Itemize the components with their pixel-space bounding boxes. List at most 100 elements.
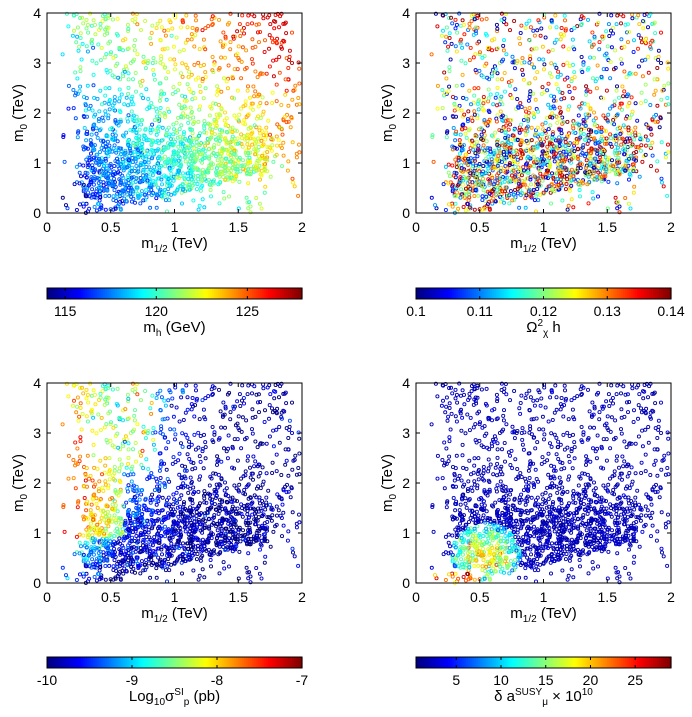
data-point (206, 121, 211, 126)
data-point (532, 33, 537, 38)
data-point (149, 142, 154, 147)
data-point (202, 173, 207, 178)
data-point (584, 158, 589, 163)
data-point (176, 115, 181, 120)
colorbar-segment (138, 288, 142, 299)
data-point (71, 87, 76, 92)
data-point (75, 76, 80, 81)
data-point (219, 107, 224, 112)
colorbar-segment (152, 288, 156, 299)
data-point (196, 75, 201, 80)
data-point (563, 140, 568, 145)
data-point (499, 165, 504, 170)
data-point (176, 458, 181, 463)
colorbar-segment (66, 288, 70, 299)
data-point (527, 105, 532, 110)
data-point (222, 480, 227, 485)
colorbar-segment (172, 288, 176, 299)
data-point (218, 154, 223, 159)
data-point (159, 150, 164, 155)
data-point (286, 436, 291, 441)
data-point (472, 207, 477, 212)
data-point (495, 77, 500, 82)
data-point (97, 520, 102, 525)
data-point (178, 174, 183, 179)
data-point (142, 168, 147, 173)
data-point (236, 414, 241, 419)
data-point (252, 14, 257, 19)
data-point (286, 159, 291, 164)
data-point (171, 502, 176, 507)
data-point (535, 28, 540, 33)
data-point (277, 55, 282, 60)
data-point (118, 180, 123, 185)
data-point (557, 116, 562, 121)
data-point (477, 68, 482, 73)
data-point (535, 186, 540, 191)
data-point (463, 61, 468, 66)
colorbar-segment (98, 288, 102, 299)
data-point (175, 152, 180, 157)
data-point (555, 184, 560, 189)
data-point (189, 181, 194, 186)
data-point (492, 148, 497, 153)
data-point (659, 97, 664, 102)
data-point (178, 71, 183, 76)
data-point (158, 38, 163, 43)
colorbar-segment (288, 288, 291, 299)
data-point (206, 177, 211, 182)
data-point (245, 84, 250, 89)
data-point (141, 198, 146, 203)
data-point (92, 22, 97, 27)
data-point (540, 122, 545, 127)
y-axis-label: m0 (TeV) (379, 84, 399, 142)
data-point (444, 25, 449, 30)
data-point (176, 485, 181, 490)
data-point (196, 119, 201, 124)
data-point (562, 77, 567, 82)
data-point (536, 198, 541, 203)
data-point (571, 205, 576, 210)
data-point (100, 115, 105, 120)
data-point (156, 185, 161, 190)
data-point (539, 26, 544, 31)
data-point (89, 41, 94, 46)
data-point (80, 41, 85, 46)
data-point (180, 187, 185, 192)
data-point (192, 120, 197, 125)
data-point (96, 117, 101, 122)
data-point (640, 159, 645, 164)
data-point (296, 193, 301, 198)
data-point (203, 143, 208, 148)
data-point (106, 148, 111, 153)
data-point (176, 514, 181, 519)
data-point (213, 101, 218, 106)
data-point (160, 138, 165, 143)
data-point (655, 65, 660, 70)
data-point (99, 102, 104, 107)
data-point (663, 155, 668, 160)
data-point (258, 116, 263, 121)
data-point (180, 171, 185, 176)
data-point (215, 89, 220, 94)
colorbar-frame (46, 287, 303, 300)
data-point (274, 82, 279, 87)
data-point (449, 41, 454, 46)
data-point (103, 93, 108, 98)
data-point (210, 22, 215, 27)
data-point (192, 62, 197, 67)
data-point (433, 11, 438, 16)
data-point (430, 133, 435, 138)
data-point (274, 99, 279, 104)
data-point (78, 16, 83, 21)
data-point (639, 36, 644, 41)
colorbar-segment (194, 288, 198, 299)
data-point (117, 119, 122, 124)
data-point (627, 177, 632, 182)
data-point (139, 122, 144, 127)
data-point (608, 132, 613, 137)
data-point (125, 392, 130, 397)
data-point (126, 161, 131, 166)
data-point (168, 427, 173, 432)
data-point (457, 138, 462, 143)
